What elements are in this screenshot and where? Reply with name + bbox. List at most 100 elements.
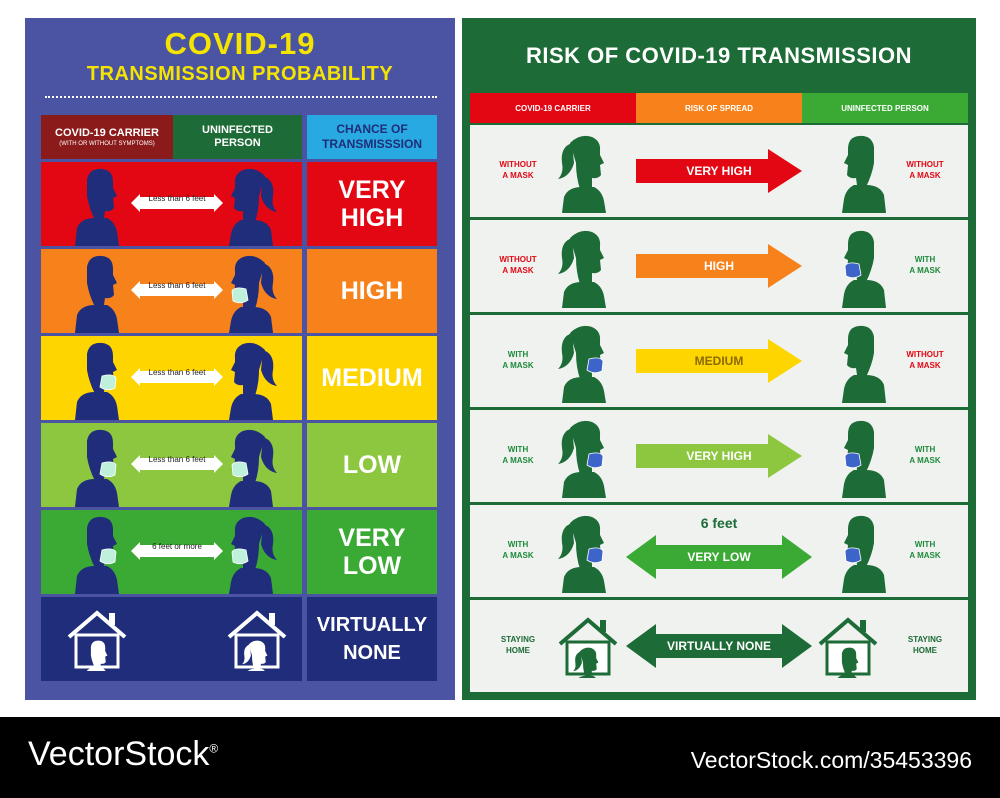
double-arrow-icon [131,542,223,560]
person-status-line-2: HOME [913,646,937,655]
person-status-line-2: A MASK [909,361,941,370]
distance-arrow: Less than 6 feet [131,281,223,299]
carrier-status-line-2: HOME [506,646,530,655]
risk-row-6: STAYING HOME VIRTUALLY NONE STAYING HOME [470,600,968,692]
chance-line-1: LOW [342,451,402,479]
chance-cell-6: VIRTUALLY NONE [307,597,437,681]
risk-row-5: WITH A MASK 6 feet VERY LOW WITH A MASK [470,505,968,597]
distance-arrow: Less than 6 feet [131,368,223,386]
distance-label: Less than 6 feet [148,455,206,464]
left-infographic-panel: COVID-19 TRANSMISSION PROBABILITY COVID-… [25,18,455,700]
person-status: WITH A MASK [895,254,955,276]
carrier-silhouette-icon [75,168,119,246]
image-code: VectorStock.com/35453396 [690,747,972,773]
brand-mark: ® [209,741,219,756]
chance-cell-2: HIGH [307,249,437,333]
carrier-figure-icon [558,230,606,308]
chance-line-1: HIGH [340,277,404,305]
person-status-line-1: STAYING [907,635,943,644]
uninfected-silhouette-icon [229,429,277,507]
uninfected-figure-icon [842,325,886,403]
carrier-status: WITH A MASK [488,539,548,561]
person-status: STAYING HOME [895,634,955,656]
person-status-line-2: A MASK [909,266,941,275]
right-infographic-panel: RISK OF COVID-19 TRANSMISSION COVID-19 C… [462,18,976,700]
chance-cell-4: LOW [307,423,437,507]
double-arrow-icon [131,194,223,212]
header-covid-carrier: COVID-19 CARRIER [470,93,636,123]
person-status-line-1: WITH [914,445,936,454]
left-subtitle: TRANSMISSION PROBABILITY [86,63,394,85]
double-arrow-icon [131,368,223,386]
distance-label: 6 feet [700,515,738,531]
carrier-silhouette-icon [75,516,119,594]
carrier-status: WITH A MASK [488,349,548,371]
carrier-status-line-2: A MASK [502,551,534,560]
chance-line-1: MEDIUM [321,364,423,392]
double-arrow-icon [131,455,223,473]
carrier-status-line-1: WITHOUT [499,255,537,264]
chance-line-1: VERY [338,524,406,552]
transmission-row-6 [41,597,302,683]
risk-row-4: WITH A MASK VERY HIGH WITH A MASK [470,410,968,502]
carrier-silhouette-icon [75,429,119,507]
carrier-status: STAYING HOME [488,634,548,656]
header-uninfected-label: UNINFECTED PERSON [202,124,273,149]
distance-arrow: 6 feet or more [131,542,223,560]
double-arrow-icon [626,624,812,668]
home-uninfected-icon [816,614,880,690]
chance-cell-3: MEDIUM [307,336,437,420]
transmission-row-4: Less than 6 feet [41,423,302,507]
transmission-row-2: Less than 6 feet [41,249,302,333]
person-status-line-2: A MASK [909,456,941,465]
home-carrier-icon [556,614,620,690]
carrier-status-line-1: WITH [507,445,529,454]
dotted-divider [45,96,437,98]
carrier-figure-icon [558,135,606,213]
uninfected-silhouette-icon [229,168,277,246]
distance-arrow: Less than 6 feet [131,455,223,473]
header-carrier: COVID-19 CARRIER (WITH OR WITHOUT SYMPTO… [41,115,173,159]
person-status-line-1: WITHOUT [906,160,944,169]
risk-row-3: WITH A MASK MEDIUM WITHOUT A MASK [470,315,968,407]
uninfected-figure-icon [842,515,886,593]
home-uninfected-icon [225,607,289,683]
distance-label: Less than 6 feet [148,194,206,203]
risk-label: VERY HIGH [686,164,752,178]
distance-label: 6 feet or more [152,542,202,551]
chance-line-1: VERY [338,176,406,204]
risk-label: MEDIUM [694,354,744,368]
carrier-status: WITH A MASK [488,444,548,466]
uninfected-silhouette-icon [229,255,277,333]
transmission-row-1: Less than 6 feet [41,162,302,246]
uninfected-figure-icon [842,420,886,498]
carrier-status-line-2: A MASK [502,456,534,465]
carrier-silhouette-icon [75,255,119,333]
chance-line-2: LOW [342,552,402,580]
home-carrier-icon [65,607,129,683]
chance-line-2: NONE [343,642,401,664]
chance-cell-5: VERY LOW [307,510,437,594]
person-status-line-2: A MASK [909,171,941,180]
risk-arrow: VERY HIGH [636,149,802,193]
risk-label: VERY HIGH [686,449,752,463]
distance-label: Less than 6 feet [148,281,206,290]
header-uninfected: UNINFECTED PERSON [173,115,302,159]
header-chance-label: CHANCE OF TRANSMISSSION [321,122,422,151]
risk-arrow: VIRTUALLY NONE [626,624,812,668]
right-title: RISK OF COVID-19 TRANSMISSION [525,43,913,68]
carrier-silhouette-icon [75,342,119,420]
uninfected-figure-icon [842,135,886,213]
header-risk-of-spread: RISK OF SPREAD [636,93,802,123]
header-chance: CHANCE OF TRANSMISSSION [307,115,437,159]
brand-name: VectorStock [28,735,210,773]
carrier-status: WITHOUT A MASK [488,159,548,181]
brand-logo: VectorStock® [28,735,218,774]
risk-label: VIRTUALLY NONE [666,639,771,653]
person-status-line-1: WITH [914,540,936,549]
carrier-figure-icon [558,325,606,403]
risk-arrow: 6 feet VERY LOW [626,515,812,579]
risk-arrow: HIGH [636,244,802,288]
right-arrow-icon [636,434,802,478]
double-arrow-icon [626,535,812,579]
